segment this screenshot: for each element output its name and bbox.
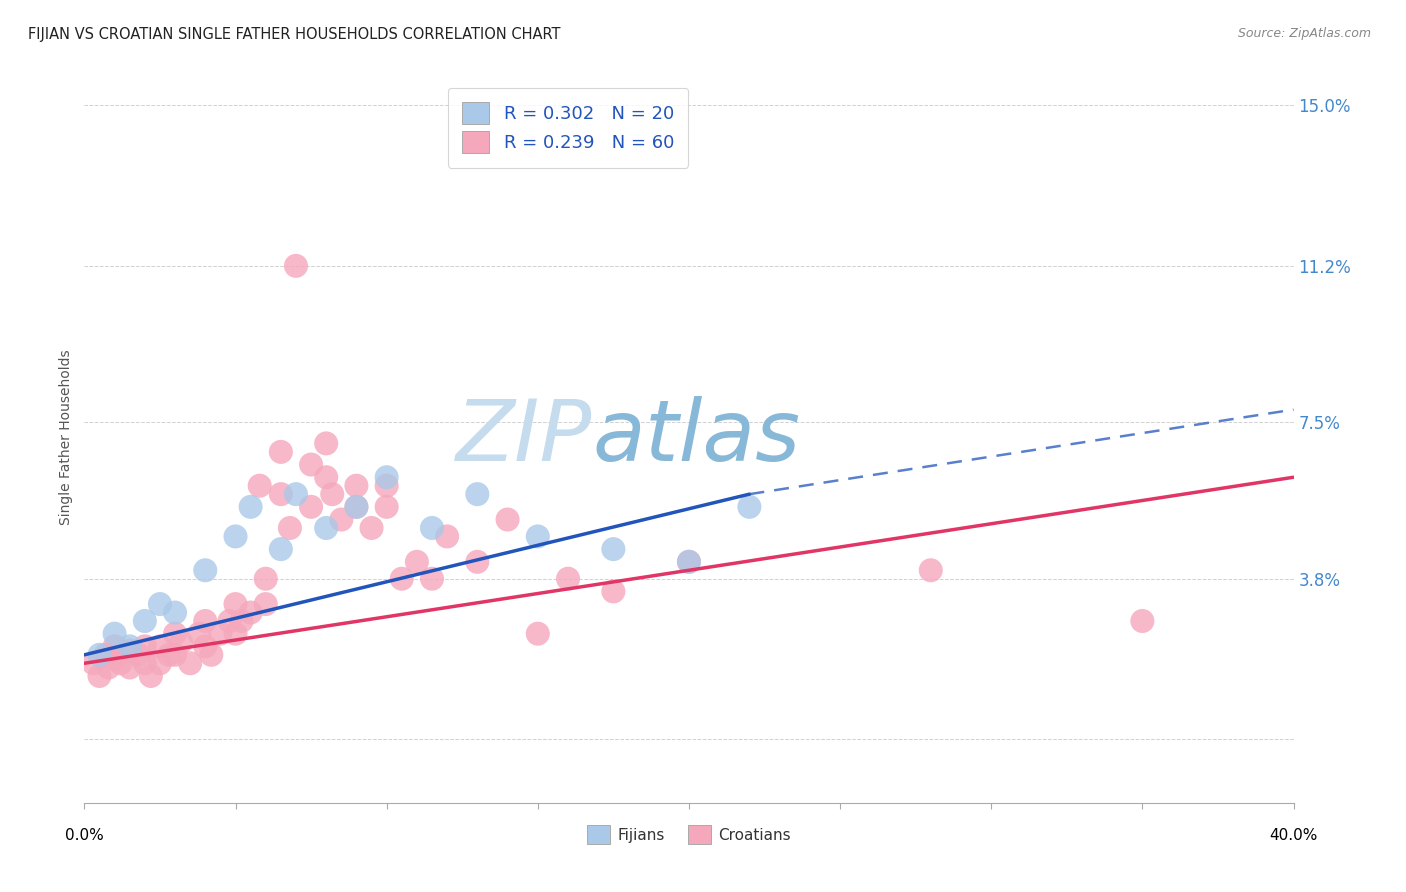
Point [678, 555, 700, 569]
Point [346, 500, 368, 514]
Point [315, 436, 337, 450]
Point [602, 584, 624, 599]
Point [149, 657, 172, 671]
Point [420, 521, 443, 535]
Point [375, 470, 398, 484]
Point [170, 635, 193, 649]
Point [104, 640, 127, 654]
Point [89, 669, 111, 683]
Point [285, 259, 308, 273]
Point [194, 563, 217, 577]
Point [118, 660, 141, 674]
Point [527, 626, 550, 640]
Point [557, 572, 579, 586]
Point [285, 487, 308, 501]
Point [194, 640, 217, 654]
Point [278, 521, 301, 535]
Point [391, 572, 413, 586]
Point [231, 614, 253, 628]
Point [375, 479, 398, 493]
Point [678, 555, 700, 569]
Point [436, 529, 458, 543]
Point [82, 657, 104, 671]
Point [346, 479, 368, 493]
Point [270, 445, 292, 459]
Text: 40.0%: 40.0% [1270, 828, 1317, 843]
Point [360, 521, 382, 535]
Point [239, 500, 262, 514]
Point [209, 626, 232, 640]
Text: Source: ZipAtlas.com: Source: ZipAtlas.com [1237, 27, 1371, 40]
Point [97, 660, 120, 674]
Legend: Fijians, Croatians: Fijians, Croatians [581, 819, 797, 850]
Point [920, 563, 942, 577]
Point [225, 529, 247, 543]
Point [165, 626, 187, 640]
Point [299, 500, 322, 514]
Point [467, 555, 489, 569]
Point [149, 597, 172, 611]
Point [128, 648, 150, 662]
Point [346, 500, 368, 514]
Point [270, 542, 292, 557]
Point [104, 652, 127, 666]
Point [104, 626, 127, 640]
Point [134, 614, 156, 628]
Text: FIJIAN VS CROATIAN SINGLE FATHER HOUSEHOLDS CORRELATION CHART: FIJIAN VS CROATIAN SINGLE FATHER HOUSEHO… [28, 27, 561, 42]
Point [1130, 614, 1153, 628]
Point [602, 542, 624, 557]
Point [218, 614, 240, 628]
Point [188, 626, 211, 640]
Point [110, 657, 132, 671]
Text: ZIP: ZIP [456, 395, 592, 479]
Point [118, 640, 141, 654]
Point [179, 657, 201, 671]
Point [315, 521, 337, 535]
Point [149, 640, 172, 654]
Point [406, 555, 429, 569]
Point [738, 500, 761, 514]
Point [249, 479, 271, 493]
Point [118, 643, 141, 657]
Point [496, 512, 519, 526]
Point [139, 669, 162, 683]
Point [165, 648, 187, 662]
Point [527, 529, 550, 543]
Point [330, 512, 353, 526]
Point [134, 657, 156, 671]
Point [89, 648, 111, 662]
Point [94, 648, 117, 662]
Point [225, 626, 247, 640]
Point [165, 606, 187, 620]
Point [194, 614, 217, 628]
Point [239, 606, 262, 620]
Text: 0.0%: 0.0% [65, 828, 104, 843]
Point [134, 640, 156, 654]
Point [157, 648, 180, 662]
Point [467, 487, 489, 501]
Point [254, 572, 277, 586]
Y-axis label: Single Father Households: Single Father Households [59, 350, 73, 524]
Point [254, 597, 277, 611]
Text: atlas: atlas [592, 395, 800, 479]
Point [270, 487, 292, 501]
Point [299, 458, 322, 472]
Point [420, 572, 443, 586]
Point [225, 597, 247, 611]
Point [200, 648, 222, 662]
Point [315, 470, 337, 484]
Point [321, 487, 343, 501]
Point [375, 500, 398, 514]
